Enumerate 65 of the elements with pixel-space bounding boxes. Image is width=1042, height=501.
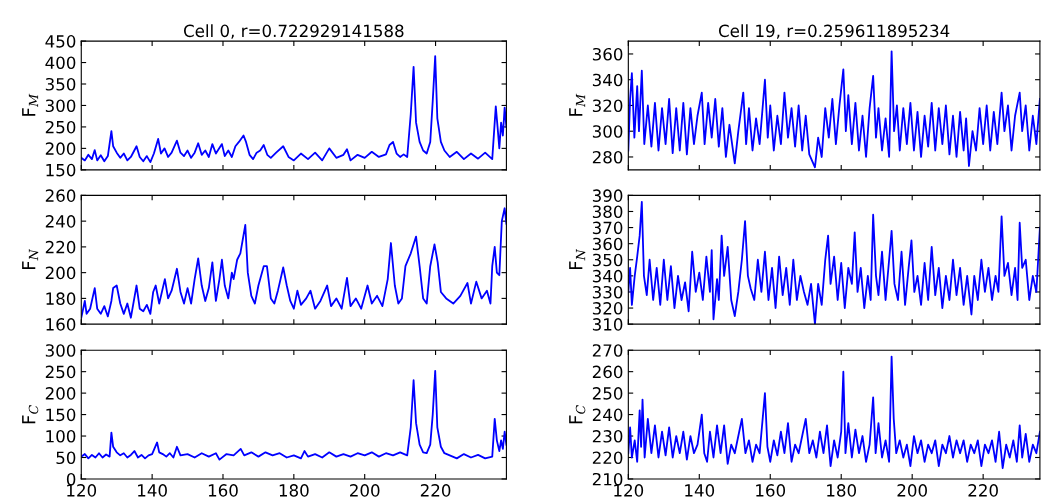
x-tick-label: 200 bbox=[350, 484, 380, 497]
y-tick-label: 300 bbox=[592, 125, 623, 138]
y-tick-label: 50 bbox=[56, 451, 76, 465]
y-tick-label: 100 bbox=[46, 430, 76, 443]
y-axis-title: F$_{M}$ bbox=[569, 93, 586, 116]
y-tick-label: 310 bbox=[592, 318, 623, 331]
y-tick-label: 360 bbox=[592, 47, 623, 61]
y-tick-label: 200 bbox=[45, 266, 76, 280]
y-axis-title: F$_{N}$ bbox=[569, 248, 586, 270]
y-tick-label: 360 bbox=[592, 237, 623, 251]
y-axis-title: F$_{C}$ bbox=[22, 404, 39, 424]
line-series bbox=[628, 355, 1040, 470]
x-tick-label: 180 bbox=[827, 484, 857, 497]
x-tick-label: 200 bbox=[897, 484, 927, 497]
x-tick-label: 140 bbox=[685, 484, 715, 497]
x-tick-label: 120 bbox=[614, 484, 644, 497]
y-tick-label: 260 bbox=[592, 365, 623, 379]
y-axis-title: F$_{C}$ bbox=[569, 404, 586, 424]
x-tick-label: 220 bbox=[420, 484, 451, 497]
chart-title: Cell 19, r=0.259611895234 bbox=[718, 24, 950, 39]
y-tick-label: 350 bbox=[45, 77, 76, 91]
y-tick-label: 260 bbox=[45, 189, 76, 202]
y-tick-label: 340 bbox=[592, 73, 623, 87]
y-tick-label: 240 bbox=[45, 215, 76, 228]
line-series bbox=[81, 207, 507, 319]
y-tick-label: 330 bbox=[592, 285, 623, 299]
y-tick-label: 390 bbox=[592, 189, 623, 202]
y-tick-label: 210 bbox=[592, 472, 623, 486]
y-tick-label: 150 bbox=[46, 408, 76, 422]
y-tick-label: 320 bbox=[592, 302, 623, 315]
y-tick-label: 300 bbox=[45, 99, 76, 113]
y-tick-label: 250 bbox=[45, 120, 76, 134]
line-series bbox=[81, 369, 507, 461]
y-tick-label: 280 bbox=[592, 150, 623, 164]
y-tick-label: 450 bbox=[45, 35, 76, 48]
y-tick-label: 220 bbox=[45, 240, 76, 254]
line-series bbox=[81, 55, 507, 164]
y-tick-label: 250 bbox=[45, 365, 76, 379]
y-tick-label: 350 bbox=[592, 253, 623, 267]
x-tick-label: 160 bbox=[208, 484, 238, 497]
y-tick-label: 200 bbox=[45, 387, 76, 400]
y-tick-label: 150 bbox=[46, 163, 76, 177]
y-axis-title: F$_{M}$ bbox=[22, 93, 39, 116]
y-tick-label: 340 bbox=[592, 269, 623, 283]
y-tick-label: 160 bbox=[46, 318, 76, 331]
chart-title: Cell 0, r=0.722929141588 bbox=[183, 24, 404, 39]
y-tick-label: 230 bbox=[592, 430, 623, 443]
y-tick-label: 250 bbox=[592, 387, 623, 400]
y-tick-label: 180 bbox=[46, 292, 76, 305]
y-tick-label: 370 bbox=[592, 221, 623, 235]
y-tick-label: 300 bbox=[45, 344, 76, 357]
y-tick-label: 380 bbox=[592, 205, 623, 219]
x-tick-label: 220 bbox=[968, 484, 998, 497]
y-tick-label: 240 bbox=[592, 408, 623, 422]
x-tick-label: 120 bbox=[67, 484, 97, 497]
x-tick-label: 160 bbox=[756, 484, 786, 497]
y-tick-label: 200 bbox=[45, 142, 76, 155]
x-tick-label: 140 bbox=[138, 484, 167, 497]
y-tick-label: 270 bbox=[592, 344, 623, 357]
y-tick-label: 0 bbox=[66, 472, 76, 486]
y-tick-label: 220 bbox=[592, 451, 623, 465]
y-axis-title: F$_{N}$ bbox=[22, 248, 39, 270]
x-tick-label: 180 bbox=[279, 484, 309, 497]
y-tick-label: 320 bbox=[592, 99, 623, 113]
y-tick-label: 400 bbox=[45, 56, 76, 70]
